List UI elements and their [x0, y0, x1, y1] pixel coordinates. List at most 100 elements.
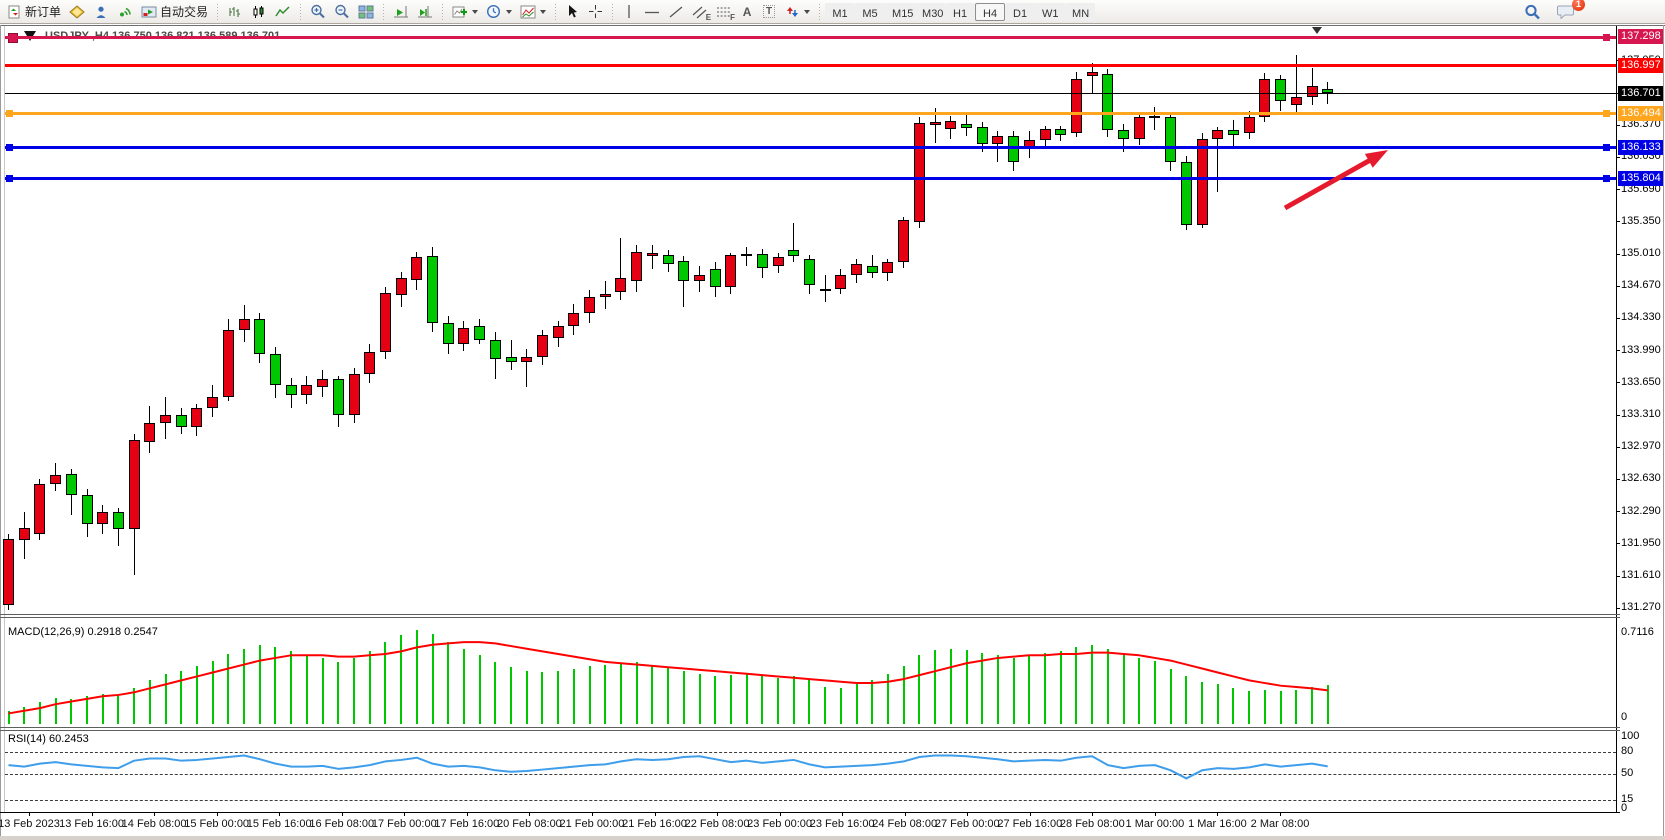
channel-tool-button[interactable]: E [688, 2, 712, 22]
chart-shift-icon [418, 5, 433, 17]
time-axis-label[interactable]: 13 Feb 16:00 [59, 818, 124, 830]
new-order-icon [8, 5, 20, 18]
add-indicator-icon [452, 6, 468, 17]
line-chart-mode-button[interactable] [271, 2, 295, 22]
text-label-tool-button[interactable]: T [758, 2, 780, 22]
time-axis-label[interactable]: 13 Feb 2023 [0, 818, 60, 830]
price-tick-label: 131.950 [1621, 536, 1661, 549]
time-axis-label[interactable]: 15 Feb 16:00 [246, 818, 312, 830]
time-axis-label[interactable]: 20 Feb 08:00 [496, 818, 562, 830]
timeframe-button-H1[interactable]: H1 [945, 2, 976, 21]
time-axis-label[interactable]: 27 Feb 00:00 [934, 818, 1000, 830]
timeframe-button-D1[interactable]: D1 [1005, 2, 1036, 21]
auto-scroll-button[interactable] [389, 2, 413, 22]
time-axis-label[interactable]: 23 Feb 00:00 [747, 818, 813, 830]
hline-left-handle[interactable] [6, 144, 13, 152]
time-axis-tick [341, 812, 343, 816]
macd-label: MACD(12,26,9) 0.2918 0.2547 [8, 626, 158, 638]
time-axis-label[interactable]: 24 Feb 08:00 [872, 818, 938, 830]
hline-left-handle[interactable] [6, 110, 13, 118]
time-axis-label[interactable]: 22 Feb 08:00 [684, 818, 750, 830]
navigator-button[interactable] [89, 2, 113, 22]
time-axis-label[interactable]: 1 Mar 00:00 [1125, 818, 1185, 830]
panel-separator[interactable] [0, 730, 1620, 731]
hline-right-handle[interactable] [1603, 33, 1610, 41]
time-axis-label[interactable]: 16 Feb 08:00 [309, 818, 375, 830]
macd-histogram-bar [619, 663, 622, 724]
vertical-line-tool-button[interactable] [618, 2, 640, 22]
time-axis-label[interactable]: 21 Feb 16:00 [622, 818, 687, 830]
panel-separator[interactable] [0, 617, 1620, 618]
tile-windows-button[interactable] [354, 2, 378, 22]
time-axis-label[interactable]: 21 Feb 00:00 [559, 818, 625, 830]
chart-shift-marker[interactable] [1312, 27, 1322, 34]
macd-histogram-bar [101, 693, 104, 724]
horizontal-line-tool-button[interactable] [640, 2, 664, 22]
auto-trading-button[interactable]: 自动交易 [137, 2, 212, 22]
timeframe-button-W1[interactable]: W1 [1035, 2, 1066, 21]
hline-left-handle[interactable] [6, 175, 13, 183]
time-axis-label[interactable]: 17 Feb 00:00 [371, 818, 437, 830]
time-axis-label[interactable]: 23 Feb 16:00 [809, 818, 875, 830]
candle [584, 297, 596, 314]
time-axis-label[interactable]: 28 Feb 08:00 [1059, 818, 1125, 830]
hline-right-handle[interactable] [1603, 144, 1610, 152]
panel-separator[interactable] [0, 727, 1620, 728]
zoom-out-button[interactable] [330, 2, 354, 22]
notifications-button[interactable]: 1 [1553, 0, 1585, 22]
macd-histogram-bar [1232, 688, 1235, 724]
search-button[interactable] [1520, 2, 1545, 22]
horizontal-line-object[interactable] [5, 146, 1616, 150]
zoom-in-button[interactable] [306, 2, 330, 22]
timeframe-button-MN[interactable]: MN [1065, 2, 1096, 21]
timeframe-button-M15[interactable]: M15 [885, 2, 916, 21]
candlestick-mode-button[interactable] [247, 2, 271, 22]
price-tick-mark [1616, 607, 1620, 609]
periods-button[interactable] [482, 2, 516, 22]
horizontal-line-object[interactable] [5, 35, 1616, 39]
time-axis-label[interactable]: 2 Mar 08:00 [1250, 818, 1310, 830]
indicators-button[interactable] [448, 2, 482, 22]
text-tool-button[interactable]: A [736, 2, 758, 22]
hline-right-handle[interactable] [1603, 175, 1610, 183]
horizontal-line-object[interactable] [5, 112, 1616, 116]
fibonacci-tool-button[interactable]: F [712, 2, 736, 22]
crosshair-tool-button[interactable] [584, 2, 607, 22]
chart-shift-button[interactable] [413, 2, 437, 22]
arrows-tool-button[interactable] [780, 2, 814, 22]
candle [1039, 128, 1051, 140]
candle [725, 254, 737, 287]
macd-histogram-bar [1091, 644, 1094, 724]
new-order-button[interactable]: 新订单 [3, 2, 65, 22]
timeframe-button-M30[interactable]: M30 [915, 2, 946, 21]
timeframe-button-M1[interactable]: M1 [825, 2, 856, 21]
macd-histogram-bar [38, 701, 41, 724]
bar-chart-mode-button[interactable] [223, 2, 247, 22]
market-watch-button[interactable] [65, 2, 89, 22]
time-axis-label[interactable]: 1 Mar 16:00 [1188, 818, 1247, 830]
timeframe-button-H4[interactable]: H4 [975, 2, 1006, 21]
candle [788, 249, 800, 257]
timeframe-toolbar: M1 M5 M15 M30 H1 H4 D1 W1 MN [825, 2, 1096, 21]
horizontal-line-object[interactable] [5, 177, 1616, 181]
line-chart-icon [275, 5, 290, 16]
time-axis-label[interactable]: 14 Feb 08:00 [121, 818, 187, 830]
hline-right-handle[interactable] [1603, 110, 1610, 118]
templates-button[interactable] [516, 2, 550, 22]
time-axis-label[interactable]: 27 Feb 16:00 [997, 818, 1063, 830]
candle [945, 120, 957, 129]
time-axis-label[interactable]: 17 Feb 16:00 [434, 818, 500, 830]
cursor-tool-button[interactable] [561, 2, 584, 22]
signals-button[interactable] [113, 2, 137, 22]
macd-histogram-bar [1153, 660, 1156, 724]
horizontal-line-object[interactable] [5, 64, 1616, 68]
panel-separator[interactable] [0, 614, 1620, 615]
candle [81, 495, 93, 525]
trendline-tool-button[interactable] [664, 2, 688, 22]
time-axis-label[interactable]: 15 Feb 00:00 [184, 818, 250, 830]
zoom-out-icon [335, 4, 349, 19]
toolbar-grip [610, 3, 616, 20]
timeframe-button-M5[interactable]: M5 [855, 2, 886, 21]
chart-window-left-border-inner [4, 26, 5, 812]
candle [1133, 117, 1145, 139]
